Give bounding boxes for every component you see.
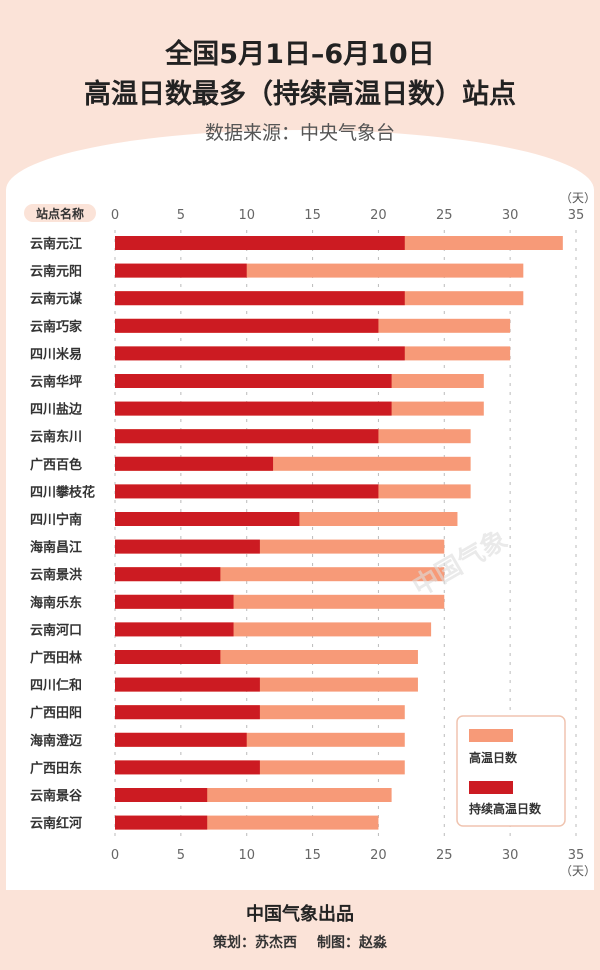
chart-title-line2: 高温日数最多（持续高温日数）站点 — [84, 79, 516, 110]
credits: 策划：苏杰西 制图：赵淼 — [0, 932, 600, 952]
category-label: 广西田林 — [30, 650, 82, 666]
bar-consecutive — [115, 318, 379, 333]
x-tick-label-top: 25 — [436, 208, 453, 223]
bar-consecutive — [115, 760, 260, 775]
category-label: 四川盐边 — [30, 402, 83, 418]
category-label: 四川仁和 — [30, 678, 82, 694]
category-label: 四川米易 — [30, 346, 82, 362]
category-label: 广西田阳 — [30, 705, 82, 721]
bar-consecutive — [115, 484, 379, 499]
bar-consecutive — [115, 512, 300, 526]
x-tick-label-bottom: 30 — [502, 848, 519, 863]
category-label: 广西田东 — [30, 760, 82, 776]
x-tick-label-bottom: 5 — [177, 848, 185, 863]
category-header-pill — [24, 204, 96, 222]
category-label: 云南元阳 — [30, 264, 82, 280]
bar-consecutive — [115, 815, 208, 830]
legend-swatch-consecutive — [469, 781, 513, 794]
x-tick-label-top: 30 — [502, 208, 519, 223]
x-tick-label-top: 0 — [111, 208, 119, 223]
unit-label-bottom: （天） — [560, 864, 596, 878]
category-label: 四川攀枝花 — [30, 484, 95, 500]
category-header: 站点名称 — [36, 206, 84, 221]
chart-title-line1: 全国5月1日–6月10日 — [165, 39, 435, 70]
x-tick-label-bottom: 10 — [238, 848, 255, 863]
bar-consecutive — [115, 677, 260, 692]
x-tick-label-bottom: 20 — [370, 848, 387, 863]
bar-consecutive — [115, 429, 379, 444]
legend-label-consecutive: 持续高温日数 — [469, 801, 542, 816]
legend-box — [456, 715, 566, 827]
bar-consecutive — [115, 291, 405, 306]
bar-consecutive — [115, 456, 274, 471]
bar-consecutive — [115, 236, 405, 250]
bar-consecutive — [115, 263, 247, 278]
x-tick-label-bottom: 0 — [111, 848, 119, 863]
bar-consecutive — [115, 374, 392, 388]
planner: 策划：苏杰西 — [213, 935, 297, 951]
x-tick-label-top: 5 — [177, 208, 185, 223]
bar-consecutive — [115, 650, 221, 664]
legend-label-total: 高温日数 — [469, 750, 518, 765]
bar-consecutive — [115, 705, 260, 720]
bar-consecutive — [115, 401, 392, 416]
bar-consecutive — [115, 788, 208, 802]
category-label: 云南景谷 — [30, 788, 83, 804]
bar-consecutive — [115, 594, 234, 609]
category-label: 海南乐东 — [30, 595, 82, 611]
category-label: 海南澄迈 — [30, 733, 82, 749]
bar-consecutive — [115, 567, 221, 582]
bar-consecutive — [115, 346, 405, 361]
chart-subtitle: 数据来源：中央气象台 — [204, 122, 395, 144]
unit-label-top: （天） — [560, 191, 596, 205]
designer: 制图：赵淼 — [317, 935, 387, 951]
category-label: 四川宁南 — [30, 512, 82, 528]
category-label: 云南元谋 — [30, 291, 83, 307]
category-label: 云南华坪 — [30, 374, 82, 390]
watermark: 中国气象 — [407, 524, 513, 603]
bar-consecutive — [115, 732, 247, 747]
category-label: 云南元江 — [30, 236, 82, 252]
category-label: 云南东川 — [30, 429, 82, 445]
category-label: 海南昌江 — [30, 540, 82, 556]
legend-swatch-total — [469, 729, 513, 742]
category-label: 云南河口 — [30, 622, 82, 638]
category-label: 云南巧家 — [30, 319, 83, 335]
category-label: 云南景洪 — [30, 567, 82, 583]
category-label: 广西百色 — [30, 457, 82, 473]
x-tick-label-top: 15 — [304, 208, 321, 223]
x-tick-label-bottom: 35 — [568, 848, 585, 863]
x-tick-label-top: 35 — [568, 208, 585, 223]
x-tick-label-top: 20 — [370, 208, 387, 223]
x-tick-label-top: 10 — [238, 208, 255, 223]
bar-consecutive — [115, 622, 234, 637]
bar-consecutive — [115, 539, 260, 554]
publisher: 中国气象出品 — [246, 904, 354, 925]
x-tick-label-bottom: 25 — [436, 848, 453, 863]
category-label: 云南红河 — [30, 816, 82, 832]
x-tick-label-bottom: 15 — [304, 848, 321, 863]
